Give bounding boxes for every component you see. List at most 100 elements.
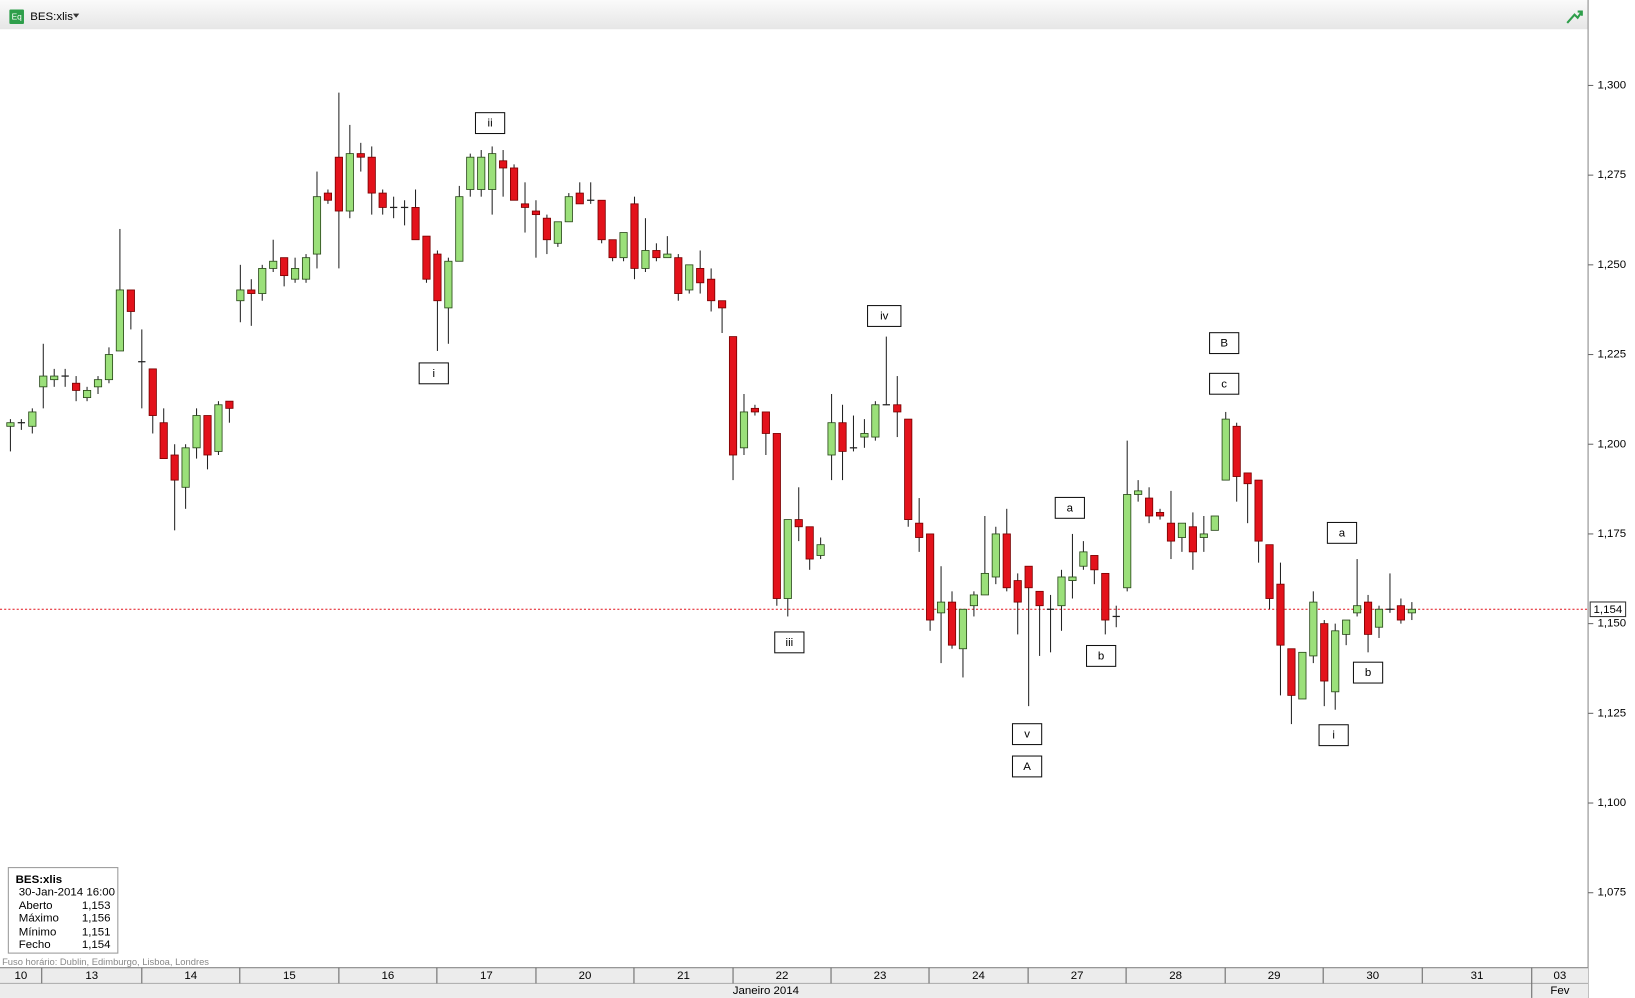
app-icon[interactable] xyxy=(9,9,24,25)
candle-body xyxy=(1374,608,1384,628)
x-tick-label: 17 xyxy=(480,970,493,982)
candle-body xyxy=(728,336,738,456)
x-tick-label: 27 xyxy=(1071,970,1084,982)
candle-body xyxy=(761,411,770,434)
annotation-label: iii xyxy=(786,637,794,649)
x-tick-label: 10 xyxy=(14,970,27,982)
candle-body xyxy=(696,268,705,284)
candle-body xyxy=(192,415,201,449)
candle-body xyxy=(1276,583,1285,646)
annotation-box xyxy=(1352,661,1384,684)
candle-body xyxy=(499,160,508,169)
candle-body xyxy=(750,407,760,413)
candle-body xyxy=(860,433,869,438)
trend-icon[interactable] xyxy=(1566,10,1583,24)
candle-body xyxy=(553,221,562,244)
y-tick-label: 1,225 xyxy=(1597,349,1626,361)
candle-body xyxy=(1353,605,1362,614)
y-tick-label: 1,150 xyxy=(1597,618,1626,630)
y-tick-label: 1,200 xyxy=(1597,438,1626,450)
candle-body xyxy=(1177,522,1187,538)
candle-body xyxy=(1123,494,1132,589)
candle-body xyxy=(947,601,957,646)
info-value: 1,156 xyxy=(82,913,111,925)
info-title: BES:xlis xyxy=(16,874,63,886)
y-tick-label: 1,125 xyxy=(1597,707,1626,719)
info-value: 1,153 xyxy=(82,900,111,912)
annotation-box xyxy=(1011,755,1043,778)
candle-body xyxy=(652,250,661,259)
candle-body xyxy=(1145,497,1154,517)
x2-tick-label: Janeiro 2014 xyxy=(733,985,800,997)
candle-body xyxy=(805,526,814,560)
candle-body xyxy=(291,268,300,280)
candle-body xyxy=(1134,490,1143,495)
candle-body xyxy=(6,422,15,427)
info-label: Máximo xyxy=(19,913,59,925)
candle-body xyxy=(148,368,157,416)
annotation-label: b xyxy=(1365,667,1371,679)
info-box: BES:xlis 30-Jan-2014 16:00 Aberto 1,153 … xyxy=(7,867,119,954)
candle-body xyxy=(564,196,573,223)
annotation-box xyxy=(1054,496,1085,519)
x-tick-label: 28 xyxy=(1169,970,1182,982)
candle-body xyxy=(258,268,267,294)
last-price-tag xyxy=(1589,601,1627,618)
candle-body xyxy=(531,210,541,216)
candle-body xyxy=(236,289,245,302)
annotation-box xyxy=(418,362,449,385)
candle-body xyxy=(181,447,190,488)
candle-body xyxy=(1407,608,1416,614)
candle-body xyxy=(50,375,59,381)
candle-body xyxy=(794,519,803,528)
annotation-label: iv xyxy=(880,311,889,323)
annotation-label: c xyxy=(1221,378,1227,390)
candle-body xyxy=(444,260,453,309)
annotation-box xyxy=(1326,521,1358,544)
candle-body xyxy=(1188,526,1197,553)
candle-body xyxy=(378,192,387,208)
info-label: Aberto xyxy=(19,900,53,912)
last-price-label: 1,154 xyxy=(1594,604,1623,616)
candle-body xyxy=(312,196,322,255)
x-tick-label: 16 xyxy=(381,970,394,982)
candle-body xyxy=(1309,601,1318,657)
candle-body xyxy=(542,217,551,241)
candle-body xyxy=(1068,576,1077,581)
candle-body xyxy=(1090,555,1099,571)
info-value: 1,154 xyxy=(82,939,111,951)
candle-body xyxy=(1320,623,1329,682)
annotation-box xyxy=(1318,724,1349,747)
candle-body xyxy=(170,454,179,481)
annotation-label: B xyxy=(1220,338,1228,350)
annotation-box xyxy=(1209,332,1240,355)
candle-body xyxy=(509,167,519,201)
candle-body xyxy=(280,257,289,277)
candle-body xyxy=(334,156,343,212)
candle-body xyxy=(871,404,880,438)
candle-body xyxy=(433,253,442,302)
candle-body xyxy=(93,379,103,388)
candle-body xyxy=(1396,605,1405,621)
candle-body xyxy=(269,260,278,269)
x-tick-label: 15 xyxy=(283,970,296,982)
candle-body xyxy=(1232,425,1241,477)
candle-body xyxy=(674,257,683,294)
candle-body xyxy=(1101,572,1110,621)
x-tick-label: 22 xyxy=(776,970,789,982)
x-tick-label: 21 xyxy=(677,970,690,982)
x-tick-label: 24 xyxy=(972,970,985,982)
candle-body xyxy=(597,199,606,241)
x2-tick-label: Fev xyxy=(1550,985,1569,997)
x-tick-label: 30 xyxy=(1366,970,1379,982)
candle-body xyxy=(783,519,792,599)
dropdown-arrow[interactable] xyxy=(72,13,80,18)
instrument-title[interactable]: BES:xlis xyxy=(30,11,73,23)
candle-body xyxy=(72,382,81,391)
candle-body xyxy=(1243,472,1252,485)
timezone-footer: Fuso horário: Dublin, Edimburgo, Lisboa,… xyxy=(2,957,209,967)
candle-body xyxy=(1024,565,1033,589)
